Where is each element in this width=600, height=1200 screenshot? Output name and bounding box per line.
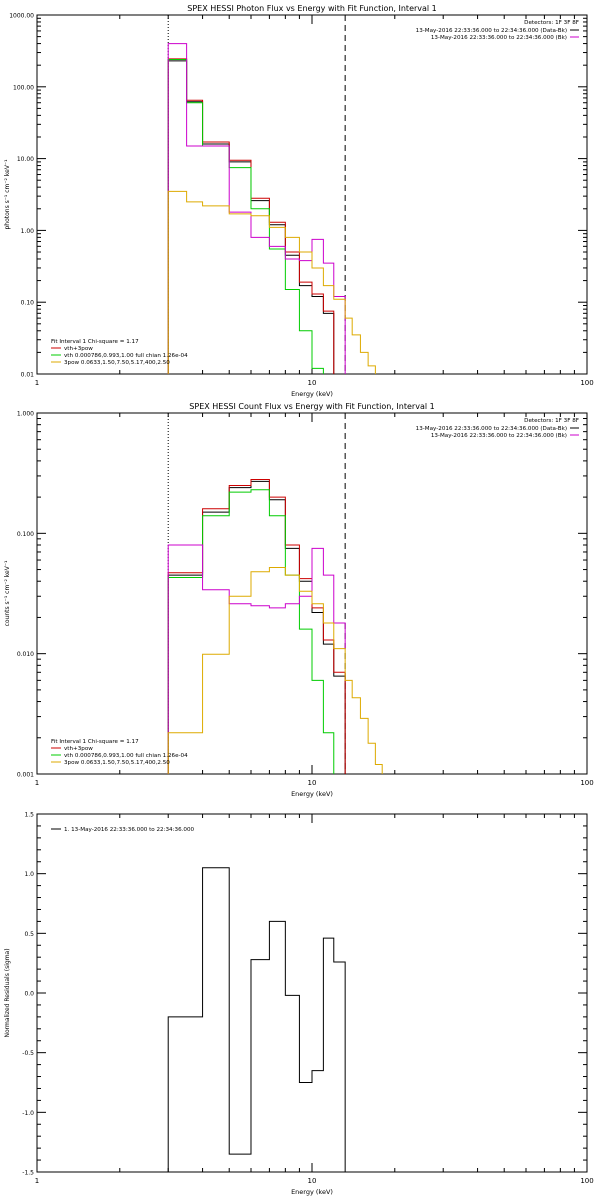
plot-frame	[36, 14, 588, 375]
series-group	[167, 43, 376, 374]
legend-header: Fit Interval 1 Chi-square = 1.17	[51, 339, 139, 345]
plot-frame	[36, 813, 588, 1173]
series-line-1	[167, 867, 346, 1172]
legend-entry-label: vth+3pow	[64, 346, 93, 352]
y-tick-label: 0.100	[17, 531, 34, 538]
x-axis-label: Energy (keV)	[291, 390, 333, 398]
y-tick-label: 0.001	[17, 772, 34, 779]
y-tick-label: 0.010	[17, 651, 34, 658]
chart-title: SPEX HESSI Count Flux vs Energy with Fit…	[189, 402, 434, 411]
y-tick-label: -1.0	[22, 1110, 34, 1117]
series-line-5	[167, 190, 376, 374]
series-group	[167, 479, 383, 774]
legend-entry-label: 1. 13-May-2016 22:33:36.000 to 22:34:36.…	[64, 827, 195, 833]
legend-entry-label: vth 0.000786,0.993,1.00 full chian 1.26e…	[64, 753, 188, 759]
legend-entry-label: 13-May-2016 22:33:36.000 to 22:34:36.000…	[431, 35, 567, 41]
x-tick-label: 100	[580, 379, 593, 387]
legend-entry-label: 13-May-2016 22:33:36.000 to 22:34:36.000…	[431, 433, 567, 439]
x-tick-label: 1	[35, 1177, 39, 1185]
y-tick-label: 10.00	[17, 156, 34, 163]
series-line-1	[167, 480, 346, 774]
legend-header: Fit Interval 1 Chi-square = 1.17	[51, 739, 139, 745]
legend-header: Detectors: 1F 3F 8F	[524, 20, 579, 26]
x-axis-label: Energy (keV)	[291, 1188, 333, 1196]
legend-entry-label: 13-May-2016 22:33:36.000 to 22:34:36.000…	[416, 28, 567, 34]
y-tick-label: 1.5	[24, 812, 34, 819]
y-axis-label: Normalized Residuals (sigma)	[4, 948, 11, 1037]
y-tick-label: 1000.00	[9, 13, 34, 20]
x-tick-label: 1	[35, 379, 39, 387]
y-tick-label: -0.5	[22, 1050, 34, 1057]
x-tick-label: 10	[308, 779, 317, 787]
series-line-3	[167, 59, 324, 374]
chart-title: SPEX HESSI Photon Flux vs Energy with Fi…	[187, 4, 437, 13]
legend-entry-label: vth+3pow	[64, 746, 93, 752]
y-tick-label: -1.5	[22, 1170, 34, 1177]
legend-entry-label: 13-May-2016 22:33:36.000 to 22:34:36.000…	[416, 426, 567, 432]
y-tick-label: 1.00	[21, 228, 35, 235]
y-axis-label: counts s⁻¹ cm⁻² keV⁻¹	[4, 560, 11, 626]
y-tick-label: 0.0	[24, 991, 34, 998]
y-tick-label: 1.0	[24, 871, 34, 878]
x-axis-label: Energy (keV)	[291, 790, 333, 798]
series-line-4	[167, 43, 346, 374]
chart-panel-2: 1 10 100 0.001 0.010 0.100 1.000 SPEX HESSI Cou…	[4, 402, 594, 798]
y-tick-label: 0.5	[24, 931, 34, 938]
y-tick-label: 0.01	[21, 372, 35, 379]
legend-header: Detectors: 1F 3F 8F	[524, 418, 579, 424]
x-tick-label: 10	[308, 1177, 317, 1185]
legend-entry-label: 3pow 0.0633,1.50,7.50,5.17,400,2.50	[64, 360, 170, 366]
x-tick-label: 100	[580, 1177, 593, 1185]
series-line-5	[167, 567, 383, 774]
series-line-4	[167, 544, 346, 774]
series-line-2	[167, 479, 346, 774]
y-tick-label: 0.10	[21, 300, 35, 307]
chart-panel-1: 1 10 100 0.01 0.10 1.00 10.00 100.00 1000.00 SPEX…	[4, 4, 594, 398]
y-tick-label: 1.000	[17, 411, 34, 418]
y-tick-label: 100.00	[13, 84, 34, 91]
y-axis-label: photons s⁻¹ cm⁻² keV⁻¹	[4, 159, 11, 230]
chart-panel-3: 1 10 100 -1.5 -1.0 -0.5 0.0 0.5 1.0 1.5 Energy (ke…	[4, 812, 594, 1197]
x-tick-label: 100	[580, 779, 593, 787]
x-tick-label: 1	[35, 779, 39, 787]
series-line-3	[167, 489, 335, 774]
legend-entry-label: vth 0.000786,0.993,1.00 full chian 1.26e…	[64, 353, 188, 359]
series-group	[167, 867, 346, 1172]
legend-entry-label: 3pow 0.0633,1.50,7.50,5.17,400,2.50	[64, 760, 170, 766]
x-tick-label: 10	[308, 379, 317, 387]
